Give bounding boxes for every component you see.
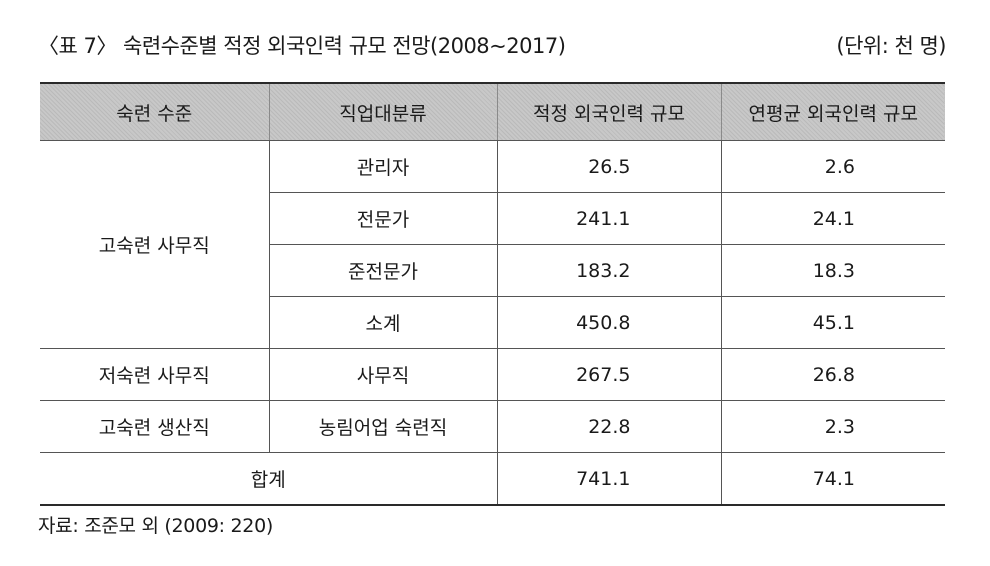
occupation-cell: 사무직 — [268, 348, 497, 401]
annual-size-cell: 45.1 — [720, 296, 945, 349]
occupation-cell: 관리자 — [268, 140, 497, 193]
annual-size-cell: 24.1 — [720, 192, 945, 245]
table-header-row: 숙련 수준 직업대분류 적정 외국인력 규모 연평균 외국인력 규모 — [40, 82, 945, 141]
total-label-cell: 합계 — [40, 452, 497, 506]
proper-size-cell: 22.8 — [496, 400, 721, 453]
total-proper-size-cell: 741.1 — [496, 452, 721, 506]
proper-size-cell: 183.2 — [496, 244, 721, 297]
header-occupation: 직업대분류 — [268, 82, 497, 141]
header-skill-level: 숙련 수준 — [40, 82, 269, 141]
skill-level-cell: 고숙련 사무직 — [40, 140, 269, 349]
header-annual-size: 연평균 외국인력 규모 — [720, 82, 945, 141]
source-note: 자료: 조준모 외 (2009: 220) — [38, 515, 273, 537]
table-unit-label: (단위: 천 명) — [836, 34, 946, 58]
occupation-cell: 소계 — [268, 296, 497, 349]
proper-size-cell: 450.8 — [496, 296, 721, 349]
annual-size-cell: 2.3 — [720, 400, 945, 453]
table-row: 준전문가 183.2 18.3 — [40, 244, 945, 297]
table-row: 고숙련 생산직 농림어업 숙련직 22.8 2.3 — [40, 400, 945, 453]
skill-level-cell: 고숙련 생산직 — [40, 400, 269, 453]
skill-level-cell: 저숙련 사무직 — [40, 348, 269, 401]
total-annual-size-cell: 74.1 — [720, 452, 945, 506]
annual-size-cell: 18.3 — [720, 244, 945, 297]
table-total-row: 합계 741.1 74.1 — [40, 452, 945, 506]
table-row: 소계 450.8 45.1 — [40, 296, 945, 349]
proper-size-cell: 267.5 — [496, 348, 721, 401]
table-row: 저숙련 사무직 사무직 267.5 26.8 — [40, 348, 945, 401]
occupation-cell: 준전문가 — [268, 244, 497, 297]
proper-size-cell: 241.1 — [496, 192, 721, 245]
annual-size-cell: 2.6 — [720, 140, 945, 193]
table-caption-title: 〈표 7〉 숙련수준별 적정 외국인력 규모 전망(2008∼2017) — [38, 34, 566, 58]
annual-size-cell: 26.8 — [720, 348, 945, 401]
proper-size-cell: 26.5 — [496, 140, 721, 193]
header-proper-size: 적정 외국인력 규모 — [496, 82, 721, 141]
table-row: 전문가 241.1 24.1 — [40, 192, 945, 245]
table-row: 고숙련 사무직 관리자 26.5 2.6 — [40, 140, 945, 349]
occupation-cell: 전문가 — [268, 192, 497, 245]
workforce-table: 숙련 수준 직업대분류 적정 외국인력 규모 연평균 외국인력 규모 고숙련 사… — [40, 82, 945, 506]
occupation-cell: 농림어업 숙련직 — [268, 400, 497, 453]
